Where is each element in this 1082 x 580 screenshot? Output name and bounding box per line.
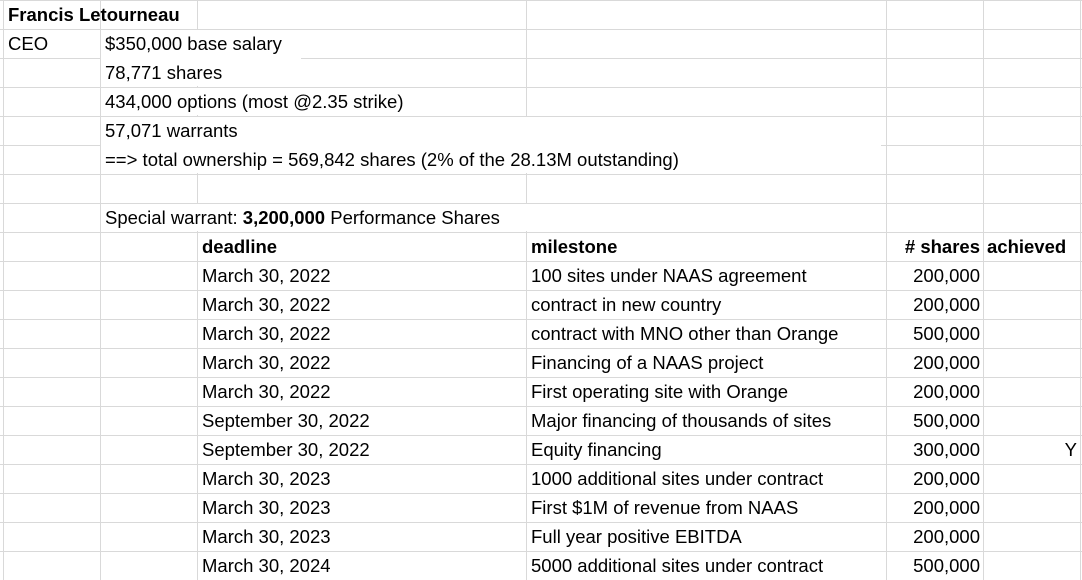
- shares-cell[interactable]: 500,000: [913, 410, 980, 431]
- gridline: [526, 0, 527, 580]
- special-warrant-prefix: Special warrant:: [105, 207, 243, 228]
- gridline: [0, 319, 1082, 320]
- achieved-cell[interactable]: [983, 261, 1077, 290]
- header-shares[interactable]: # shares: [904, 236, 980, 257]
- milestone-cell[interactable]: contract in new country: [531, 294, 722, 315]
- deadline-cell[interactable]: March 30, 2022: [202, 352, 331, 373]
- achieved-cell[interactable]: [983, 319, 1077, 348]
- gridline: [0, 0, 1082, 1]
- milestone-cell[interactable]: First operating site with Orange: [531, 381, 789, 402]
- achieved-cell[interactable]: [983, 406, 1077, 435]
- gridline: [1080, 0, 1081, 580]
- gridline: [3, 0, 4, 580]
- achieved-cell[interactable]: [983, 493, 1077, 522]
- gridline: [0, 29, 1082, 30]
- deadline-cell[interactable]: March 30, 2022: [202, 265, 331, 286]
- deadline-cell[interactable]: March 30, 2024: [202, 555, 331, 576]
- milestone-cell[interactable]: 5000 additional sites under contract: [531, 555, 824, 576]
- deadline-cell[interactable]: September 30, 2022: [202, 410, 370, 431]
- gridline: [0, 464, 1082, 465]
- special-warrant-line[interactable]: Special warrant: 3,200,000 Performance S…: [105, 203, 500, 232]
- gridline: [0, 87, 1082, 88]
- milestone-cell[interactable]: Major financing of thousands of sites: [531, 410, 832, 431]
- milestone-cell[interactable]: contract with MNO other than Orange: [531, 323, 839, 344]
- gridline: [0, 406, 1082, 407]
- detail-options[interactable]: 434,000 options (most @2.35 strike): [105, 91, 404, 112]
- gridline: [886, 0, 887, 580]
- detail-warrants[interactable]: 57,071 warrants: [105, 120, 238, 141]
- person-name[interactable]: Francis Letourneau: [8, 4, 180, 25]
- achieved-cell[interactable]: [983, 464, 1077, 493]
- shares-cell[interactable]: 500,000: [913, 323, 980, 344]
- shares-cell[interactable]: 500,000: [913, 555, 980, 576]
- detail-total-ownership[interactable]: ==> total ownership = 569,842 shares (2%…: [105, 149, 679, 170]
- header-milestone[interactable]: milestone: [531, 236, 618, 257]
- achieved-cell[interactable]: [983, 348, 1077, 377]
- milestone-cell[interactable]: 100 sites under NAAS agreement: [531, 265, 807, 286]
- achieved-cell[interactable]: [983, 551, 1077, 580]
- gridline: [0, 174, 1082, 175]
- gridline: [197, 0, 198, 580]
- milestone-cell[interactable]: 1000 additional sites under contract: [531, 468, 824, 489]
- deadline-cell[interactable]: March 30, 2023: [202, 468, 331, 489]
- achieved-cell[interactable]: Y: [1064, 439, 1077, 460]
- milestone-cell[interactable]: First $1M of revenue from NAAS: [531, 497, 799, 518]
- deadline-cell[interactable]: March 30, 2022: [202, 294, 331, 315]
- shares-cell[interactable]: 200,000: [913, 497, 980, 518]
- gridline: [0, 435, 1082, 436]
- gridline: [0, 261, 1082, 262]
- detail-base-salary[interactable]: $350,000 base salary: [105, 33, 282, 54]
- gridline: [100, 0, 101, 580]
- gridline: [0, 493, 1082, 494]
- shares-cell[interactable]: 200,000: [913, 468, 980, 489]
- special-warrant-suffix: Performance Shares: [325, 207, 500, 228]
- header-deadline[interactable]: deadline: [202, 236, 278, 257]
- gridline: [0, 522, 1082, 523]
- gridline: [0, 58, 1082, 59]
- gridline: [983, 0, 984, 580]
- detail-shares[interactable]: 78,771 shares: [105, 62, 223, 83]
- milestone-cell[interactable]: Equity financing: [531, 439, 662, 460]
- shares-cell[interactable]: 200,000: [913, 352, 980, 373]
- shares-cell[interactable]: 300,000: [913, 439, 980, 460]
- achieved-cell[interactable]: [983, 377, 1077, 406]
- gridline: [0, 232, 1082, 233]
- header-achieved[interactable]: achieved: [987, 236, 1067, 257]
- deadline-cell[interactable]: March 30, 2023: [202, 526, 331, 547]
- special-warrant-amount: 3,200,000: [242, 207, 326, 228]
- milestone-cell[interactable]: Full year positive EBITDA: [531, 526, 742, 547]
- deadline-cell[interactable]: March 30, 2022: [202, 381, 331, 402]
- achieved-cell[interactable]: [983, 290, 1077, 319]
- milestone-cell[interactable]: Financing of a NAAS project: [531, 352, 764, 373]
- shares-cell[interactable]: 200,000: [913, 381, 980, 402]
- gridline: [0, 377, 1082, 378]
- gridline: [0, 348, 1082, 349]
- gridline: [0, 290, 1082, 291]
- gridline: [0, 116, 1082, 117]
- deadline-cell[interactable]: March 30, 2023: [202, 497, 331, 518]
- gridline: [0, 203, 1082, 204]
- gridline: [0, 551, 1082, 552]
- achieved-cell[interactable]: [983, 522, 1077, 551]
- person-title[interactable]: CEO: [8, 33, 49, 54]
- shares-cell[interactable]: 200,000: [913, 294, 980, 315]
- deadline-cell[interactable]: September 30, 2022: [202, 439, 370, 460]
- shares-cell[interactable]: 200,000: [913, 265, 980, 286]
- deadline-cell[interactable]: March 30, 2022: [202, 323, 331, 344]
- shares-cell[interactable]: 200,000: [913, 526, 980, 547]
